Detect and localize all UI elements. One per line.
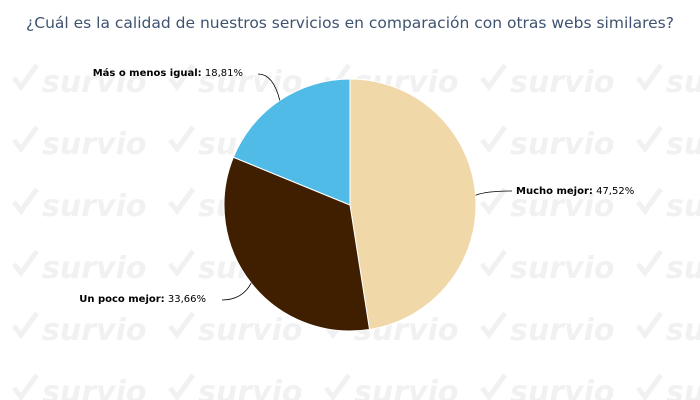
pie-slice-un-poco-mejor[interactable]	[223, 156, 371, 332]
slice-category: Más o menos igual:	[92, 68, 202, 79]
slice-value: 33,66%	[164, 294, 206, 305]
slice-category: Mucho mejor:	[516, 186, 593, 197]
pie-slice-mucho-mejor[interactable]	[349, 78, 477, 331]
leader-line-mucho-mejor	[475, 190, 513, 196]
leader-line-un-poco-mejor	[221, 282, 252, 301]
chart-title: ¿Cuál es la calidad de nuestros servicio…	[26, 14, 674, 32]
slice-label-mas-o-menos-igual: Más o menos igual: 18,81%	[93, 68, 243, 79]
slice-category: Un poco mejor:	[79, 294, 165, 305]
slice-value: 47,52%	[592, 186, 635, 197]
leader-line-mas-o-menos-igual	[257, 73, 281, 101]
slice-value: 18,81%	[201, 68, 243, 79]
slice-label-mucho-mejor: Mucho mejor: 47,52%	[516, 186, 634, 197]
pie-slice-mas-o-menos-igual[interactable]	[232, 78, 351, 206]
slice-label-un-poco-mejor: Un poco mejor: 33,66%	[79, 294, 206, 305]
